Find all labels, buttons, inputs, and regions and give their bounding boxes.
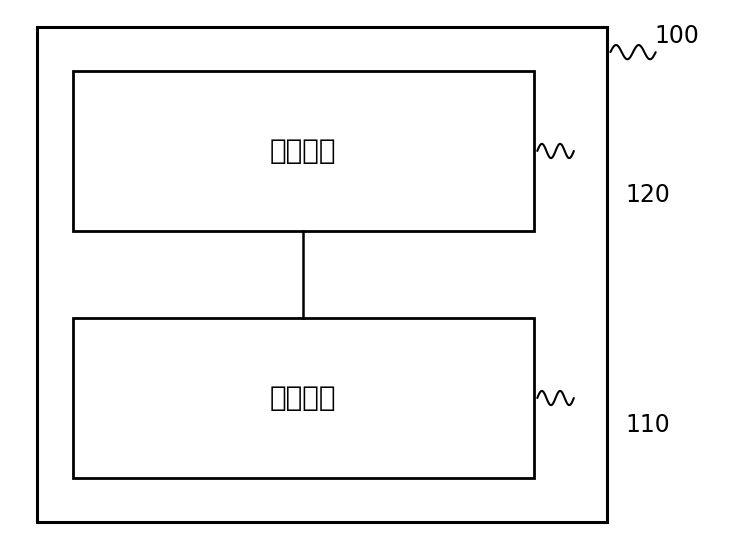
Text: 100: 100 (654, 24, 699, 48)
Text: 计算装置: 计算装置 (270, 384, 336, 412)
Text: 120: 120 (625, 183, 670, 207)
Bar (73, 71, 534, 231)
Bar (37, 27, 607, 522)
Bar (73, 318, 534, 478)
Text: 110: 110 (625, 413, 670, 438)
Text: 存储装置: 存储装置 (270, 137, 336, 165)
